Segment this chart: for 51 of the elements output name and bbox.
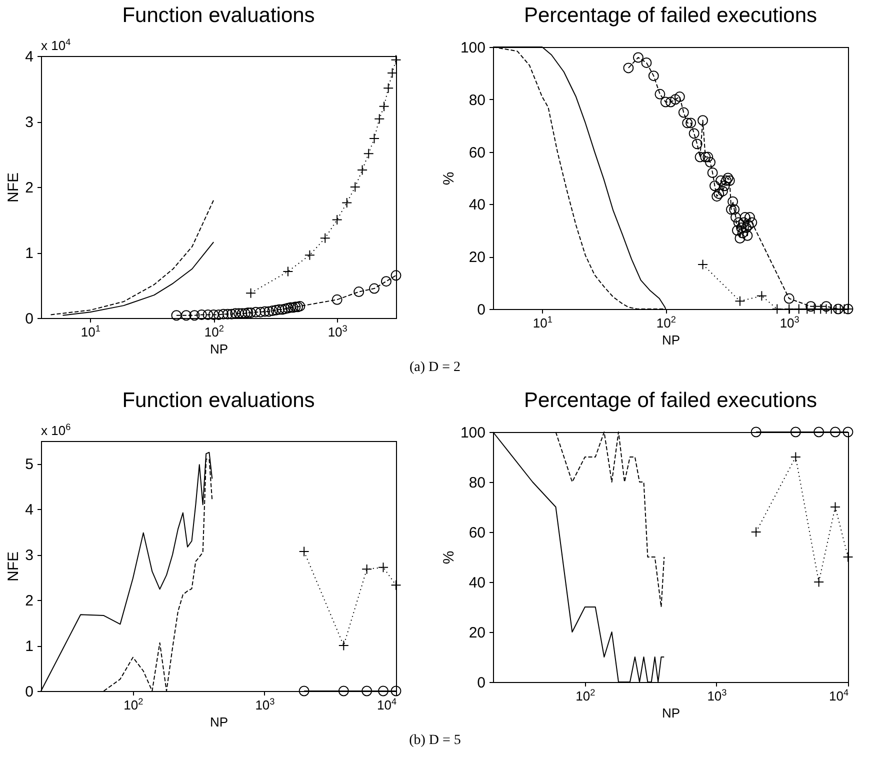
y-tick-label: 4 (25, 502, 34, 519)
y-tick-label: 100 (460, 424, 486, 442)
chart-title: Percentage of failed executions (524, 389, 818, 412)
y-tick-label: 80 (468, 474, 486, 492)
y-tick-label: 60 (468, 524, 486, 542)
x-tick-label: 10$^{3}$ (707, 688, 727, 704)
y-tick-label: 100 (460, 40, 486, 56)
x-axis-title: NP (662, 706, 680, 720)
y-tick-label: 40 (468, 196, 486, 214)
x-tick-label: 10$^{2}$ (204, 324, 224, 340)
text: x 10$^{4}$ (41, 37, 71, 53)
x-tick-label: 10$^{2}$ (576, 688, 596, 704)
y-tick-label: 40 (468, 574, 486, 592)
y-tick-label: 80 (468, 92, 486, 109)
x-tick-label: 10$^{4}$ (828, 688, 848, 704)
y-tick-label: 5 (25, 456, 34, 474)
x-axis-title: NP (210, 714, 228, 730)
x-tick-label: 10$^{2}$ (124, 696, 144, 712)
text: (a) D = 2 (408, 360, 462, 376)
y-tick-label: 1 (25, 638, 34, 656)
x-tick-label: 10$^{3}$ (255, 696, 275, 712)
y-tick-label: 2 (25, 592, 34, 610)
y-tick-label: 0 (477, 302, 486, 318)
y-axis-title: NFE (5, 172, 22, 202)
y-tick-label: 4 (25, 48, 34, 66)
x-tick-label: 10$^{1}$ (80, 324, 100, 340)
y-axis-title: % (440, 550, 458, 564)
y-axis-title: % (440, 172, 458, 186)
y-tick-label: 2 (25, 180, 34, 196)
text: x 10$^{6}$ (41, 422, 71, 438)
x-tick-label: 10$^{3}$ (328, 324, 348, 340)
y-tick-label: 60 (468, 144, 486, 162)
y-tick-label: 1 (25, 245, 34, 262)
x-axis-title: NP (662, 332, 680, 348)
x-tick-label: 10$^{4}$ (376, 696, 396, 712)
y-tick-label: 3 (25, 114, 34, 131)
y-tick-label: 20 (468, 624, 486, 642)
y-tick-label: 3 (25, 547, 34, 564)
x-tick-label: 10$^{1}$ (532, 314, 552, 330)
chart-title: Function evaluations (122, 4, 315, 27)
x-axis-title: NP (210, 342, 228, 356)
y-tick-label: 0 (25, 310, 34, 328)
text: (b) D = 5 (408, 733, 462, 749)
x-tick-label: 10$^{3}$ (780, 314, 800, 330)
y-tick-label: 20 (468, 249, 486, 266)
chart-title: Function evaluations (122, 389, 315, 412)
x-tick-label: 10$^{2}$ (656, 314, 676, 330)
y-axis-title: NFE (5, 552, 22, 582)
chart-title: Percentage of failed executions (524, 4, 818, 27)
y-tick-label: 0 (25, 684, 34, 700)
y-tick-label: 0 (477, 674, 486, 692)
